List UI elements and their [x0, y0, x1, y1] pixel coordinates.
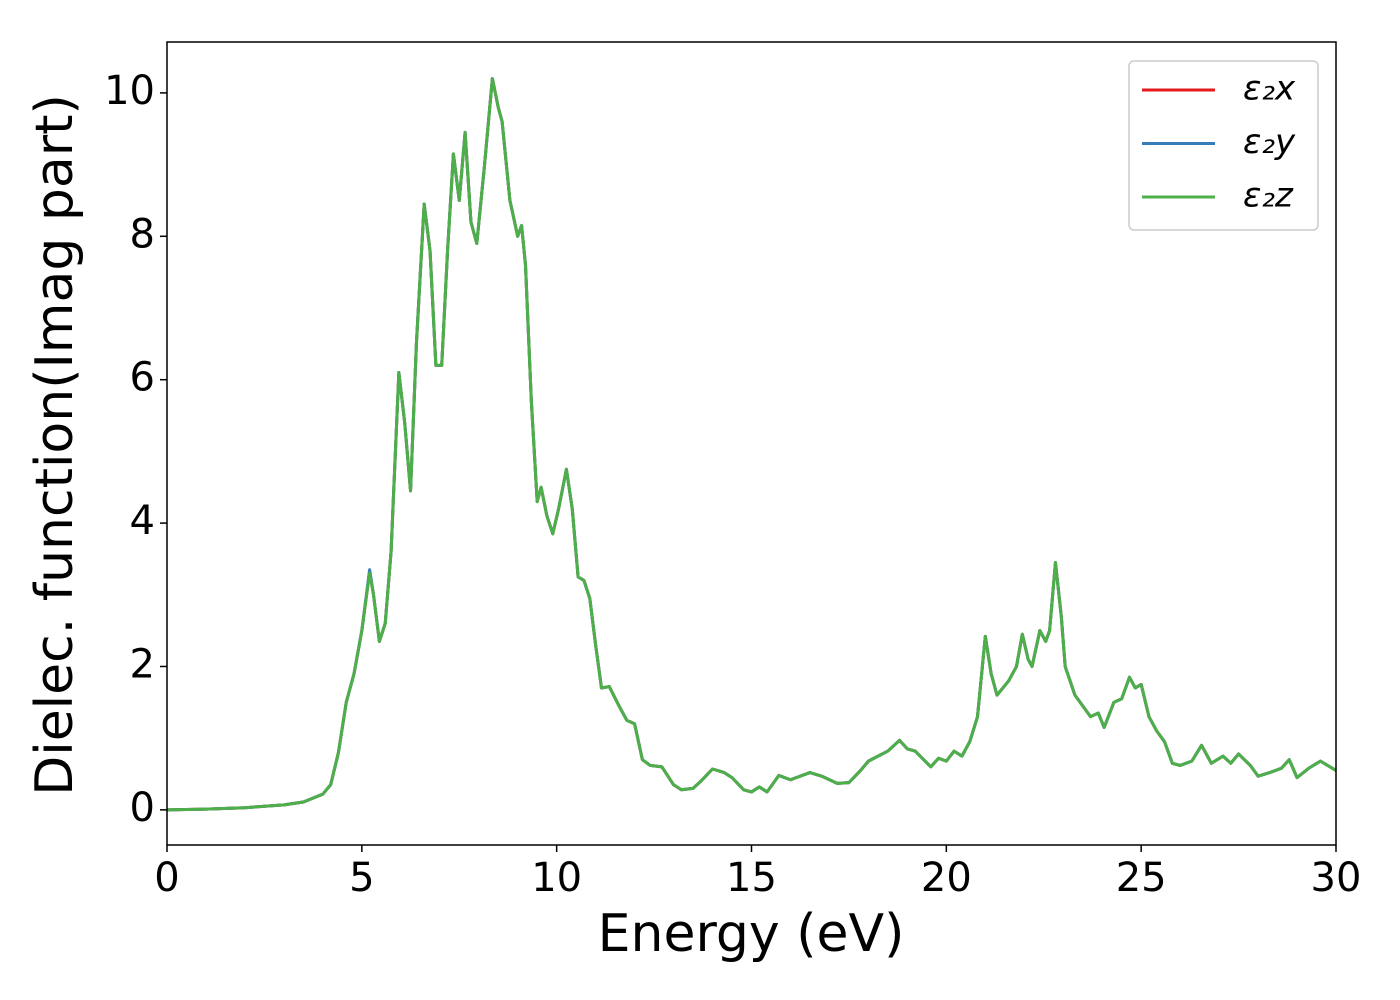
x-tick-label: 0	[154, 855, 179, 901]
x-tick-label: 10	[531, 855, 582, 901]
x-tick-label: 30	[1311, 855, 1362, 901]
y-tick-label: 10	[104, 68, 155, 114]
y-tick-label: 0	[130, 785, 155, 831]
legend-label: ε₂z	[1243, 176, 1294, 216]
y-tick-label: 2	[130, 641, 155, 687]
y-tick-label: 4	[130, 498, 155, 544]
legend-box	[1128, 60, 1319, 231]
y-tick-label: 6	[130, 355, 155, 401]
x-tick-label: 15	[726, 855, 777, 901]
x-axis-label: Energy (eV)	[598, 904, 905, 964]
x-tick-label: 20	[921, 855, 972, 901]
legend-label: ε₂y	[1243, 122, 1296, 162]
legend-label: ε₂x	[1243, 69, 1296, 109]
y-axis-label: Dielec. function(Imag part)	[25, 94, 85, 796]
y-tick-label: 8	[130, 211, 155, 257]
plot-frame	[166, 41, 1337, 846]
series-line	[167, 77, 1336, 812]
x-tick-label: 25	[1116, 855, 1167, 901]
x-tick-label: 5	[349, 855, 374, 901]
